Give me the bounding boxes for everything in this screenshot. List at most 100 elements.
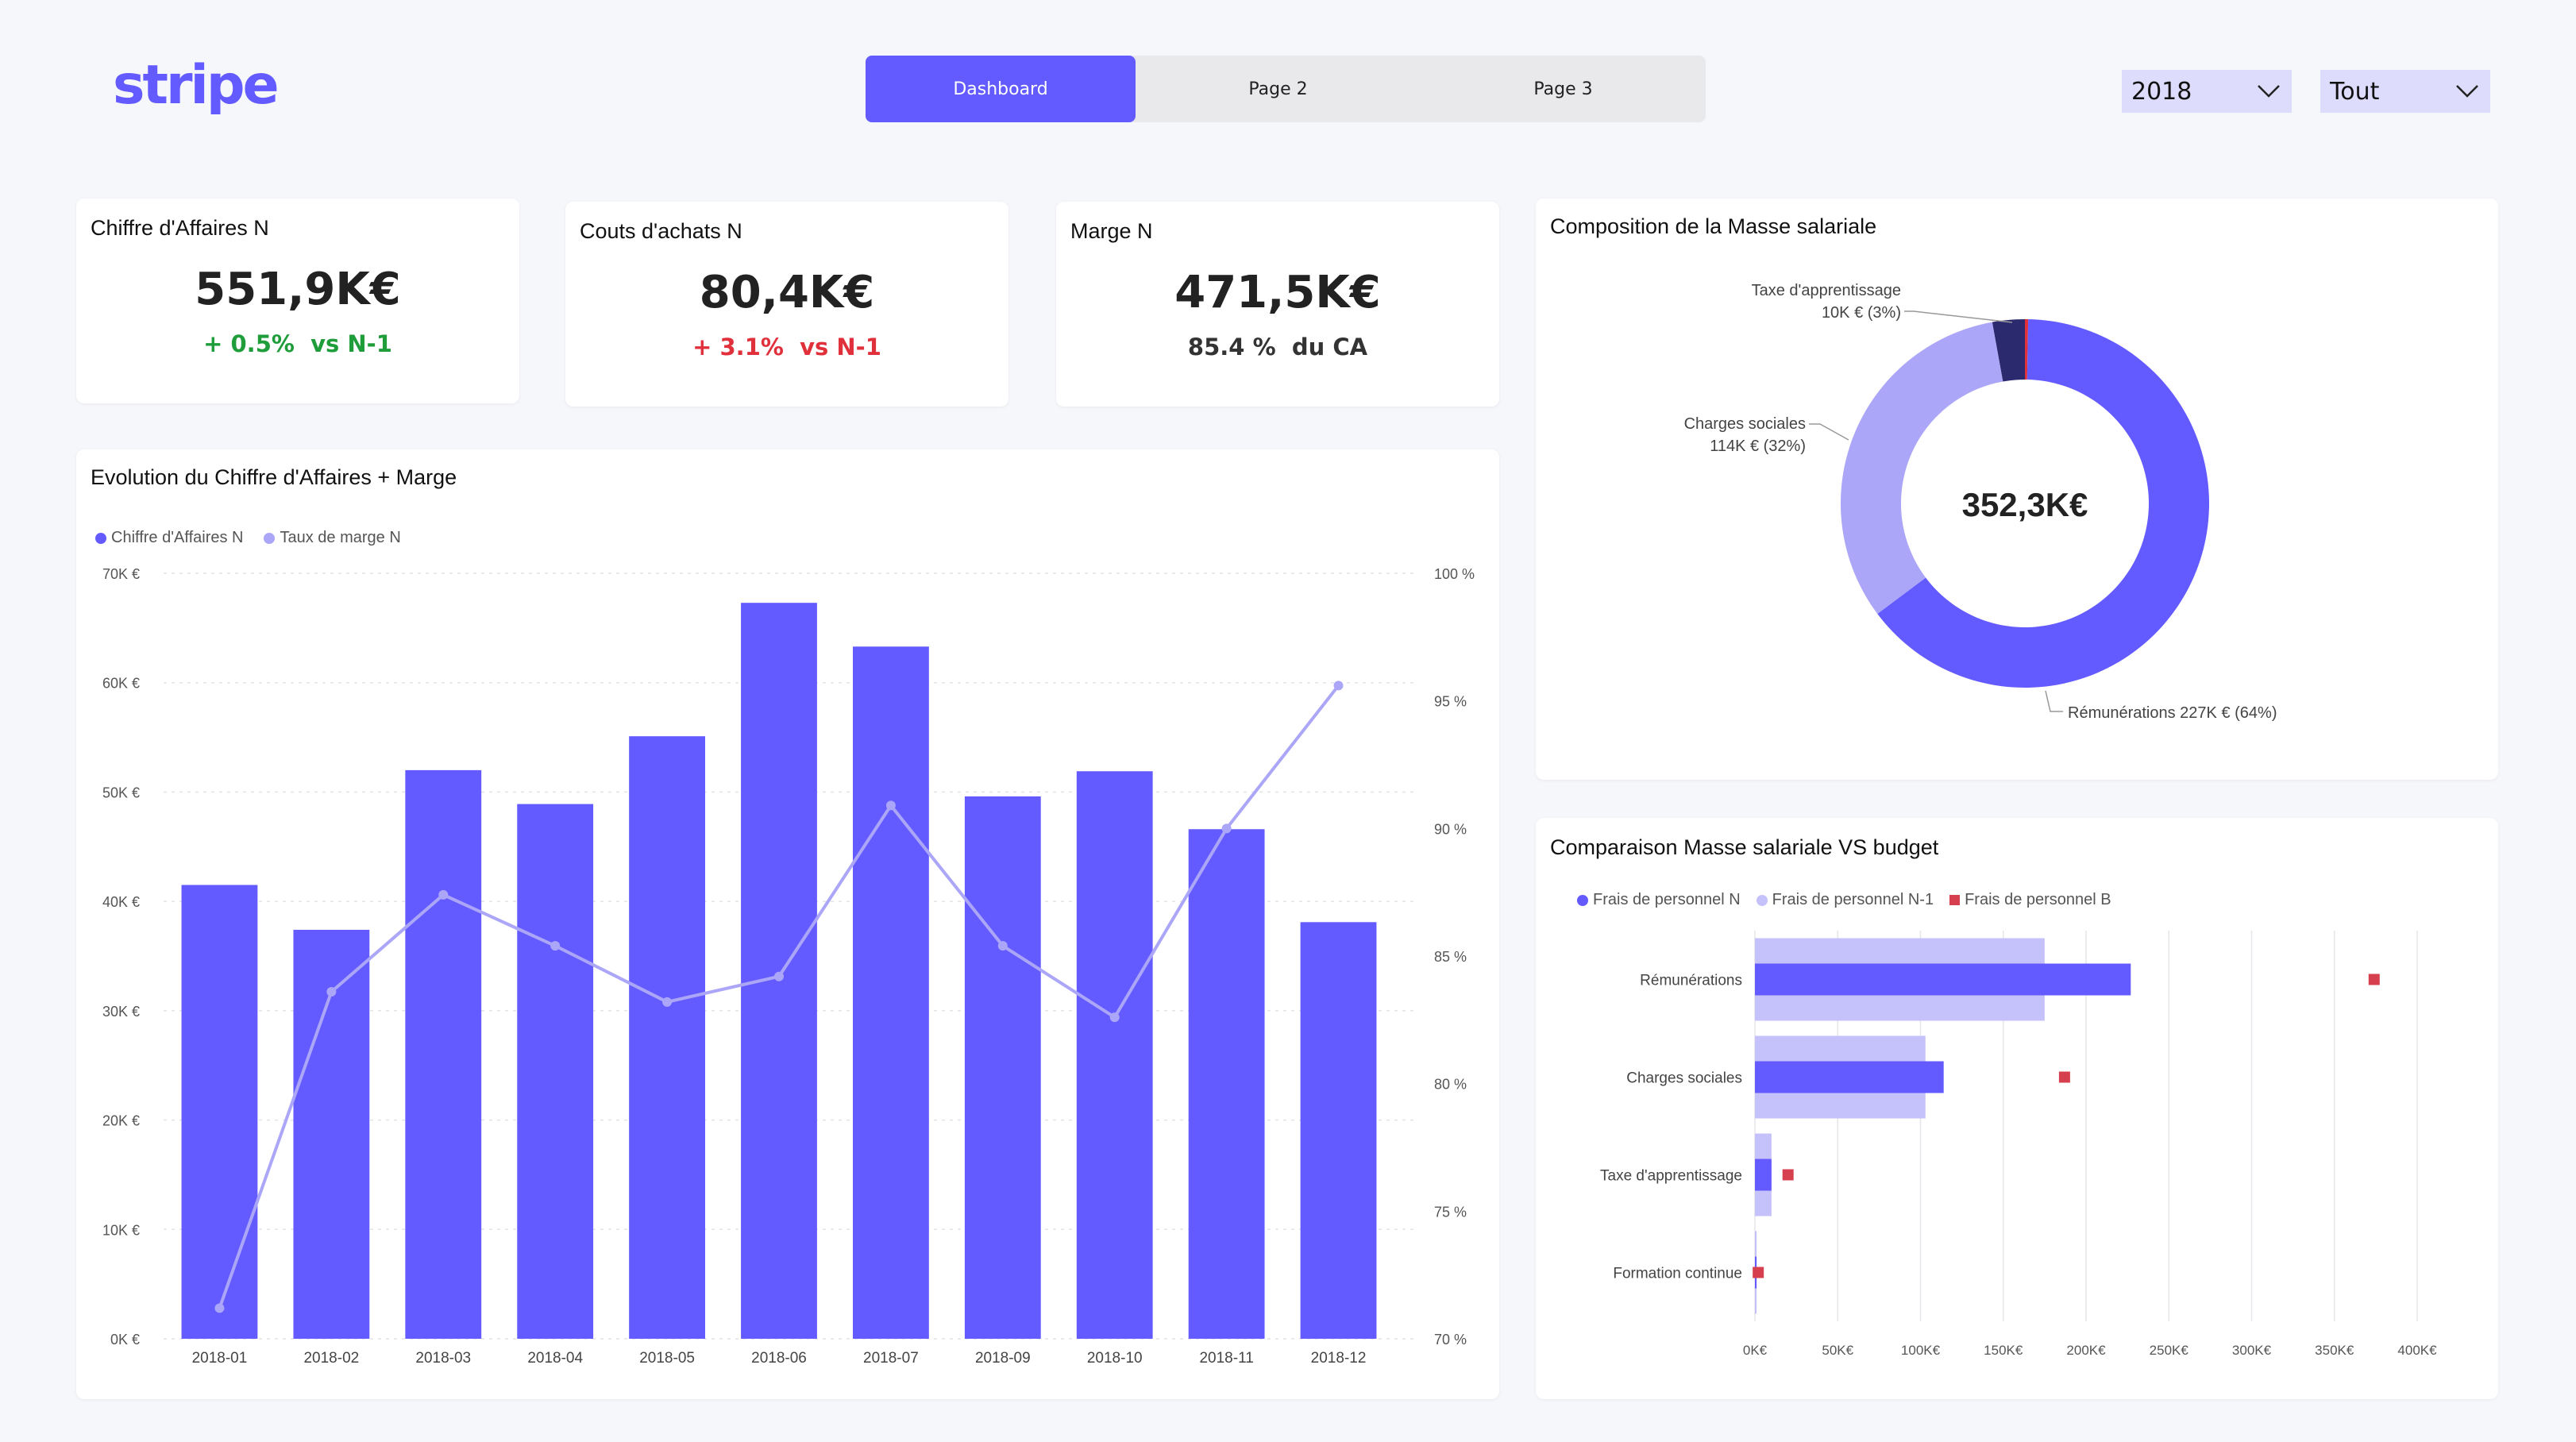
bar [964,796,1041,1339]
legend-item-margin-rate[interactable]: Taux de marge N [264,529,401,547]
leader-line [2045,690,2063,712]
y-tick-label: 30K € [102,1004,140,1020]
y-tick-label: Rémunérations [1640,973,1742,989]
kpi-title: Marge N [1070,219,1153,243]
kpi-value: 80,4K€ [699,267,875,318]
chart-title: Composition de la Masse salariale [1550,214,1877,238]
bar [853,646,929,1339]
line-point [326,986,337,997]
x-tick-label: 350K€ [2315,1343,2354,1358]
y-tick-label: Taxe d'apprentissage [1600,1168,1742,1185]
donut-slice [1841,322,2003,615]
kpi-suffix: vs N-1 [310,330,392,357]
chart-legend: Chiffre d'Affaires N Taux de marge N [95,529,401,547]
tab-dashboard[interactable]: Dashboard [866,56,1136,122]
x-tick-label: 0K€ [1743,1343,1768,1358]
y-tick-label: 20K € [102,1113,140,1129]
y2-tick-label: 75 % [1434,1204,1467,1220]
x-tick-label: 2018-10 [1087,1350,1143,1367]
y2-tick-label: 95 % [1434,694,1467,710]
y-tick-label: Charges sociales [1626,1070,1742,1087]
legend-label: Frais de personnel N [1593,891,1741,908]
bar [293,929,370,1339]
bar [1076,771,1153,1339]
legend-item-n[interactable]: Frais de personnel N [1577,891,1741,909]
line-point [1109,1012,1120,1023]
kpi-suffix: du CA [1291,334,1368,360]
year-dropdown-value: 2018 [2131,77,2192,106]
legend-item-budget[interactable]: Frais de personnel B [1949,891,2111,909]
x-tick-label: 150K€ [1984,1343,2023,1358]
scope-dropdown[interactable]: Tout [2320,70,2490,113]
y-tick-label: 70K € [102,566,140,582]
donut-slice [2025,319,2029,380]
legend-item-n-1[interactable]: Frais de personnel N-1 [1756,891,1934,909]
donut-label-name: Taxe d'apprentissage [1752,282,1901,299]
x-tick-label: 250K€ [2150,1343,2189,1358]
y-tick-label: 50K € [102,785,140,800]
leader-line [1904,310,2013,323]
x-tick-label: 2018-03 [415,1350,471,1367]
kpi-delta: + 0.5% [203,330,295,357]
x-tick-label: 100K€ [1901,1343,1941,1358]
bar [1188,829,1265,1339]
donut-slice [1877,319,2209,688]
tab-page-2[interactable]: Page 2 [1248,79,1308,99]
y2-tick-label: 100 % [1434,566,1475,582]
donut-label-value: 10K € (3%) [1822,304,1901,322]
bar [741,603,817,1339]
y2-tick-label: 90 % [1434,821,1467,837]
scope-dropdown-value: Tout [2330,77,2380,106]
bar [517,804,594,1339]
year-dropdown[interactable]: 2018 [2122,70,2292,113]
donut-chart: 352,3K€ Taxe d'apprentissage 10K € (3%) Cha… [1684,282,2277,722]
x-tick-label: 2018-11 [1199,1350,1253,1367]
line-point [997,941,1008,951]
legend-item-revenue[interactable]: Chiffre d'Affaires N [95,529,243,547]
kpi-title: Chiffre d'Affaires N [91,216,269,240]
donut-label-value: 114K € (32%) [1710,438,1806,455]
line-point [438,889,449,900]
kpi-delta-line: + 0.5% vs N-1 [76,330,519,357]
chart-legend: Frais de personnel N Frais de personnel … [1577,891,2111,909]
chevron-down-icon [2456,85,2478,98]
comparison-chart: 0K€ 50K€ 100K€ 150K€ 200K€ 250K€ 300K€ 350K€ 400… [1600,931,2437,1358]
donut-center-label: 352,3K€ [1962,486,2088,523]
kpi-title: Couts d'achats N [580,219,742,243]
legend-dot [264,532,276,544]
comparison-chart-card: Comparaison Masse salariale VS budget Fr… [1536,818,2498,1399]
x-tick-label: 2018-06 [751,1350,807,1367]
donut-slice [1992,319,2025,382]
x-tick-label: 2018-09 [975,1350,1031,1367]
line-point [885,800,896,811]
legend-label: Chiffre d'Affaires N [111,529,244,546]
bar [629,736,705,1339]
leader-line [1809,423,1849,441]
y-tick-label: Formation continue [1613,1266,1742,1282]
kpi-card-revenue: Chiffre d'Affaires N 551,9K€ + 0.5% vs N… [76,199,519,403]
legend-dot [1756,894,1768,906]
line-point [550,941,561,951]
y-tick-label: 60K € [102,676,140,692]
kpi-value: 551,9K€ [195,264,401,315]
donut-label-name: Charges sociales [1684,415,1806,433]
budget-marker [1782,1169,1794,1181]
tab-page-3[interactable]: Page 3 [1533,79,1593,99]
kpi-delta: 85.4 % [1187,334,1276,360]
budget-marker [2368,974,2380,985]
chart-title: Evolution du Chiffre d'Affaires + Marge [91,465,457,489]
legend-label: Taux de marge N [280,529,401,546]
y2-tick-label: 70 % [1434,1332,1467,1348]
legend-label: Frais de personnel B [1965,891,2111,908]
chevron-down-icon [2258,85,2280,98]
y2-tick-label: 80 % [1434,1077,1467,1093]
x-tick-label: 2018-05 [639,1350,695,1367]
kpi-suffix: vs N-1 [800,334,881,360]
budget-marker [2058,1071,2070,1083]
x-tick-label: 2018-07 [863,1350,919,1367]
legend-dot [95,532,106,544]
chart-title: Comparaison Masse salariale VS budget [1550,835,1939,859]
donut-label: Rémunérations 227K € (64%) [2068,704,2277,722]
bar [1300,922,1377,1339]
bar-n [1755,1159,1772,1191]
